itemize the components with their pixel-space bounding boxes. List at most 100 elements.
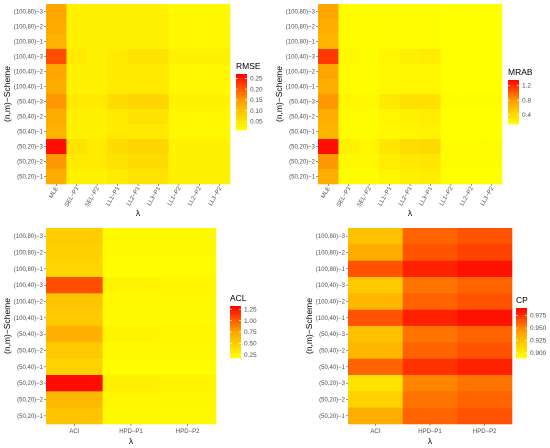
heatmap-cell — [402, 326, 458, 343]
heatmap-cell — [338, 19, 360, 35]
heatmap-cell — [46, 358, 103, 376]
heatmap-cell — [209, 79, 231, 95]
legend-color-step — [230, 333, 241, 335]
heatmap-cell — [209, 34, 231, 50]
legend-color-step — [508, 95, 519, 97]
legend-color-step — [230, 350, 241, 352]
heatmap-cell — [168, 64, 190, 80]
legend-color-step — [508, 116, 519, 118]
legend-color-step — [236, 118, 247, 121]
heatmap-cell — [46, 49, 67, 65]
heatmap-cell — [358, 79, 380, 95]
x-tick-label: SEL−P2 — [85, 185, 102, 208]
y-tick-label: (50,20)−2 — [319, 398, 346, 404]
legend-color-step — [230, 335, 241, 338]
heatmap-cell — [209, 64, 231, 80]
heatmap-cell — [402, 407, 458, 425]
heatmap-cell — [209, 139, 231, 155]
color-legend: CP 0.900 0.925 0.950 0.975 — [516, 295, 547, 359]
heatmap-cell — [457, 342, 513, 359]
heatmap-cell — [420, 19, 441, 35]
legend-color-step — [236, 76, 247, 79]
legend-color-step — [508, 83, 519, 85]
legend-color-step — [508, 87, 519, 90]
heatmap-cell — [379, 169, 401, 185]
heatmap-cell — [318, 4, 339, 20]
legend-color-step — [508, 89, 519, 92]
legend-color-step — [508, 113, 519, 115]
heatmap-cell — [348, 309, 403, 327]
legend-color-step — [516, 326, 527, 329]
x-axis-title: λ — [129, 436, 134, 446]
heatmap-cell — [46, 109, 67, 125]
legend-color-step — [508, 85, 519, 87]
y-tick-label: (50,40)−2 — [17, 115, 44, 121]
heatmap-cell — [148, 154, 169, 170]
heatmap-cell — [358, 49, 380, 65]
legend-color-step — [508, 117, 519, 119]
legend-color-step — [508, 122, 519, 125]
legend-color-step — [230, 354, 241, 356]
x-tick-label: LL2−P1 — [398, 185, 414, 207]
legend-color-step — [236, 85, 247, 87]
heatmap-cell — [379, 109, 401, 125]
legend-tick-label: 1.2 — [522, 83, 531, 90]
heatmap-cell — [399, 109, 421, 125]
heatmap-cell — [338, 79, 360, 95]
heatmap-cell — [402, 358, 458, 376]
x-tick-label: LL1−P2 — [439, 185, 455, 207]
legend-color-step — [236, 93, 247, 96]
legend-color-step — [236, 104, 247, 107]
heatmap-cell — [399, 94, 421, 110]
color-legend: RMSE 0.05 0.10 0.15 0.20 0.25 — [236, 61, 263, 131]
y-tick-label: (100,40)−2 — [286, 70, 316, 76]
heatmap-cell — [461, 64, 482, 80]
heatmap-cell — [168, 79, 190, 95]
heatmap-cell — [86, 139, 108, 155]
heatmap-cell — [127, 49, 149, 65]
legend-color-step — [230, 330, 241, 333]
heatmap-cell — [102, 375, 160, 392]
heatmap-cell — [399, 4, 421, 20]
heatmap-cell — [209, 154, 231, 170]
legend-color-step — [230, 334, 241, 337]
legend-color-step — [236, 127, 247, 129]
legend-color-step — [508, 86, 519, 88]
heatmap-cell — [318, 19, 339, 35]
legend-color-step — [236, 123, 247, 125]
heatmap-cell — [107, 169, 129, 185]
heatmap-cell — [102, 228, 160, 245]
heatmap-cell — [338, 34, 360, 50]
heatmap-cell — [440, 139, 462, 155]
legend-color-step — [508, 108, 519, 110]
heatmap-cell — [46, 326, 103, 343]
heatmap-cell — [107, 4, 129, 20]
heatmap-cell — [358, 64, 380, 80]
legend-color-step — [230, 343, 241, 346]
heatmap-cell — [481, 124, 503, 140]
heatmap-cell — [402, 293, 458, 310]
y-tick-label: (50,40)−3 — [289, 100, 316, 106]
heatmap-cell — [107, 109, 129, 125]
x-tick-label: MLE — [321, 186, 332, 200]
heatmap-cell — [159, 228, 217, 245]
heatmap-cell — [159, 277, 217, 294]
heatmap-cell — [379, 154, 401, 170]
heatmap-cell — [461, 94, 482, 110]
legend-color-step — [508, 115, 519, 117]
legend-color-step — [230, 341, 241, 343]
heatmap-cell — [402, 342, 458, 359]
heatmap-cell — [338, 109, 360, 125]
heatmap-cell — [348, 277, 403, 294]
heatmap-cell — [159, 375, 217, 392]
heatmap-cell — [168, 94, 190, 110]
legend-color-step — [236, 78, 247, 80]
heatmap-cell — [399, 154, 421, 170]
heatmap-cell — [168, 169, 190, 185]
legend-tick-label: 0.25 — [250, 76, 263, 83]
y-tick-label: (100,80)−3 — [14, 10, 44, 16]
legend-color-step — [508, 110, 519, 113]
y-tick-label: (50,40)−3 — [319, 332, 346, 338]
legend-color-step — [516, 354, 527, 356]
heatmap-cell — [46, 79, 67, 95]
